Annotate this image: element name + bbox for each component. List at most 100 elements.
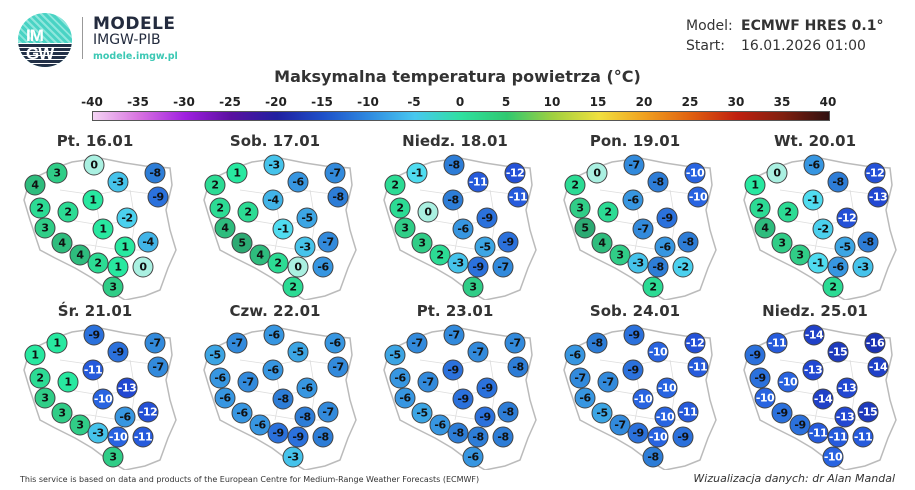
station-temperature: -11	[507, 186, 529, 208]
station-temperature: -7	[317, 231, 339, 253]
day-title: Pt. 23.01	[416, 302, 494, 320]
station-temperature: -1	[802, 189, 824, 211]
colorbar-tick: 15	[589, 95, 607, 109]
poland-map: 3 0 4 -3 -8 -9 1 2 2 -2 1 3 4 -4 1 4 2 1 0 3	[0, 150, 180, 301]
colorbar-tick: -30	[173, 95, 195, 109]
station-temperature: 2	[209, 197, 231, 219]
logo-mark-bottom: GW	[26, 44, 54, 63]
station-temperature: -1	[807, 252, 829, 274]
station-temperature: -13	[867, 186, 889, 208]
station-temperature: -10	[107, 426, 129, 448]
station-temperature: 5	[231, 232, 253, 254]
station-temperature: -7	[147, 356, 169, 378]
day-title: Pt. 16.01	[56, 132, 134, 150]
day-title: Niedz. 25.01	[762, 302, 868, 320]
day-title: Sob. 24.01	[589, 302, 681, 320]
station-temperature: 3	[102, 276, 124, 298]
station-temperature: -8	[443, 154, 465, 176]
station-temperature: -8	[492, 426, 514, 448]
station-temperature: 2	[29, 367, 51, 389]
poland-map: -7 -7 -5 -7 -7 -8 -9 -6 -7 -9 -9 -6 -5 -8 -9 -6 -8 -8 -8 -6	[360, 320, 540, 471]
start-label: Start:	[686, 38, 725, 54]
poland-map: -1 -8 2 -11 -12 -11 -8 2 0 -9 -6 3 3 -9 -5 2 -3 -9 -7 3	[360, 150, 540, 301]
station-temperature: 1	[744, 174, 766, 196]
station-temperature: -7	[417, 371, 439, 393]
station-temperature: -8	[467, 426, 489, 448]
logo-divider	[82, 17, 83, 59]
station-temperature: -6	[452, 218, 474, 240]
station-temperature: -11	[467, 171, 489, 193]
station-temperature: 3	[394, 217, 416, 239]
station-temperature: -8	[497, 401, 519, 423]
station-temperature: -3	[852, 256, 874, 278]
colorbar-tick: -20	[265, 95, 287, 109]
footer-credit: This service is based on data and produc…	[20, 475, 480, 484]
station-temperature: -7	[226, 332, 248, 354]
station-temperature: -6	[394, 387, 416, 409]
colorbar-tick: -25	[219, 95, 241, 109]
station-temperature: -6	[574, 387, 596, 409]
station-temperature: -7	[406, 332, 428, 354]
station-temperature: -9	[627, 422, 649, 444]
colorbar-tick: 5	[501, 95, 511, 109]
poland-map: 1 -3 2 -6 -7 -8 -4 2 2 -5 -1 4 5 -7 -3 4 2 0 -6 2	[180, 150, 360, 301]
station-temperature: -3	[627, 252, 649, 274]
station-temperature: -8	[677, 231, 699, 253]
chart-title: Maksymalna temperatura powietrza (°C)	[274, 67, 641, 86]
station-temperature: -9	[789, 414, 811, 436]
station-temperature: 4	[249, 244, 271, 266]
station-temperature: 4	[591, 232, 613, 254]
station-temperature: -10	[754, 387, 776, 409]
station-temperature: -5	[474, 236, 496, 258]
station-temperature: -13	[802, 359, 824, 381]
station-temperature: 2	[749, 197, 771, 219]
day-title: Wt. 20.01	[773, 132, 857, 150]
station-temperature: -7	[609, 414, 631, 436]
station-temperature: 2	[822, 276, 844, 298]
station-temperature: -11	[807, 422, 829, 444]
station-temperature: 2	[564, 174, 586, 196]
colorbar	[92, 111, 830, 121]
station-temperature: -8	[272, 388, 294, 410]
colorbar-tick: -5	[407, 95, 421, 109]
station-temperature: -8	[642, 446, 664, 468]
station-temperature: -8	[294, 406, 316, 428]
station-temperature: -9	[476, 207, 498, 229]
day-title: Czw. 22.01	[229, 302, 321, 320]
station-temperature: -7	[324, 162, 346, 184]
station-temperature: -8	[647, 256, 669, 278]
station-temperature: -7	[237, 371, 259, 393]
station-temperature: 0	[586, 162, 608, 184]
station-temperature: -10	[647, 341, 669, 363]
station-temperature: 2	[57, 201, 79, 223]
station-temperature: 3	[771, 232, 793, 254]
station-temperature: -15	[857, 401, 879, 423]
brand-url[interactable]: modele.imgw.pl	[93, 51, 178, 62]
station-temperature: -11	[132, 426, 154, 448]
station-temperature: -7	[504, 332, 526, 354]
station-temperature: 1	[92, 218, 114, 240]
station-temperature: 1	[57, 371, 79, 393]
station-temperature: -9	[452, 388, 474, 410]
station-temperature: -3	[447, 252, 469, 274]
model-value: ECMWF HRES 0.1°	[741, 18, 884, 34]
station-temperature: -6	[654, 236, 676, 258]
station-temperature: 4	[754, 217, 776, 239]
station-temperature: -10	[684, 162, 706, 184]
station-temperature: -3	[263, 154, 285, 176]
imgw-logo: IM GW	[18, 13, 72, 67]
brand-subtitle: IMGW-PIB	[93, 32, 161, 48]
station-temperature: -10	[656, 377, 678, 399]
model-label: Model:	[686, 18, 733, 34]
station-temperature: -6	[564, 344, 586, 366]
station-temperature: -8	[647, 171, 669, 193]
station-temperature: -11	[677, 401, 699, 423]
station-temperature: -3	[294, 236, 316, 258]
colorbar-tick: 25	[681, 95, 699, 109]
station-temperature: -11	[82, 359, 104, 381]
station-temperature: 4	[24, 174, 46, 196]
day-title: Śr. 21.01	[57, 302, 133, 320]
station-temperature: -10	[777, 371, 799, 393]
station-temperature: -7	[597, 371, 619, 393]
colorbar-tick: 0	[455, 95, 465, 109]
